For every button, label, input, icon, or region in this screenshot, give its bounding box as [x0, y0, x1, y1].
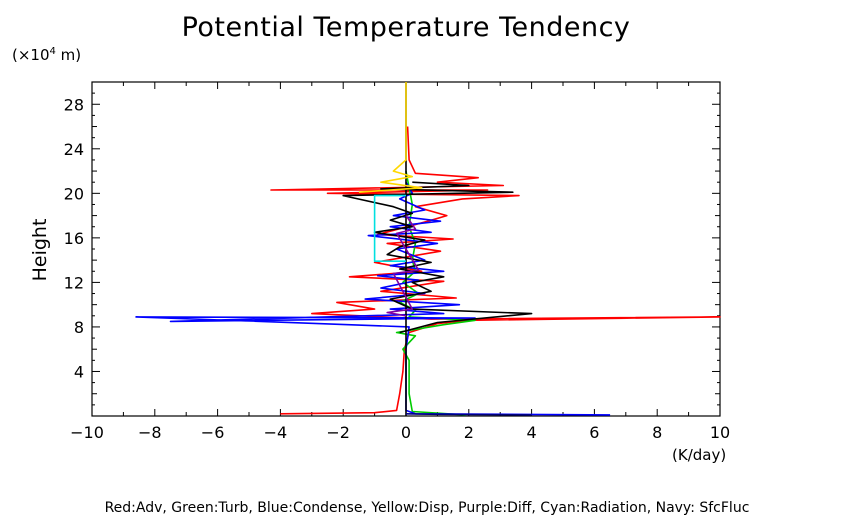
- x-tick-label: −4: [264, 423, 288, 442]
- x-tick-label: −6: [201, 423, 225, 442]
- series-line-0: [270, 126, 721, 415]
- y-unit-suffix: m): [55, 46, 82, 64]
- y-tick-label: 12: [64, 273, 84, 292]
- y-tick-label: 24: [64, 140, 84, 159]
- series-line-5: [358, 82, 423, 193]
- y-tick-label: 28: [64, 95, 84, 114]
- series-line-6: [373, 194, 406, 262]
- legend-text: Red:Adv, Green:Turb, Blue:Condense, Yell…: [104, 500, 750, 516]
- y-unit-exponent: 4: [49, 46, 56, 57]
- x-tick-label: −2: [326, 423, 350, 442]
- y-axis-unit: (×104 m): [12, 46, 81, 64]
- x-tick-label: 2: [464, 423, 474, 442]
- series-line-1: [395, 170, 476, 416]
- y-tick-label: 20: [64, 184, 84, 203]
- series-line-7: [386, 215, 420, 317]
- y-tick-label: 4: [74, 362, 84, 381]
- series-line-2: [135, 181, 611, 416]
- x-tick-label: −10: [70, 423, 104, 442]
- x-tick-label: 4: [527, 423, 537, 442]
- x-tick-label: 0: [401, 423, 411, 442]
- y-unit-prefix: (×10: [12, 46, 50, 64]
- chart-title: Potential Temperature Tendency: [181, 12, 631, 43]
- series-group: [135, 82, 721, 416]
- x-tick-label: −8: [138, 423, 162, 442]
- x-axis-label: (K/day): [672, 446, 727, 464]
- y-tick-label: 8: [74, 318, 84, 337]
- series-line-8: [405, 413, 532, 416]
- x-tick-label: 8: [652, 423, 662, 442]
- x-tick-label: 10: [710, 423, 730, 442]
- series-line-4: [342, 181, 533, 334]
- x-tick-label: 6: [589, 423, 599, 442]
- y-tick-label: 16: [64, 229, 84, 248]
